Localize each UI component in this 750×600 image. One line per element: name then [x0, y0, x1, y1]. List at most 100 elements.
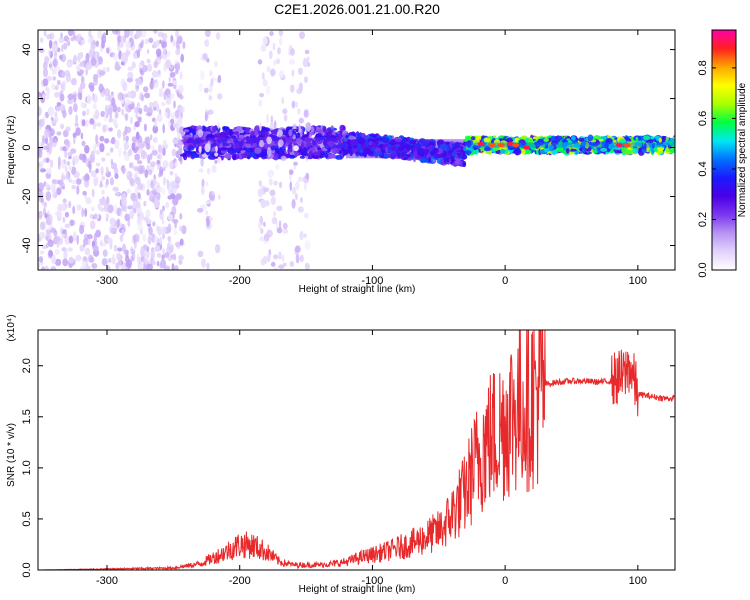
noise-blob: [59, 104, 66, 111]
noise-blob: [114, 173, 119, 180]
noise-blob: [59, 182, 65, 188]
noise-blob: [107, 237, 113, 245]
noise-blob: [202, 53, 208, 60]
noise-blob: [304, 240, 311, 251]
noise-blob: [126, 77, 134, 83]
noise-blob: [53, 59, 57, 65]
noise-blob: [127, 149, 133, 157]
noise-blob: [259, 122, 262, 132]
band-core: [345, 139, 466, 159]
noise-blob: [179, 213, 183, 220]
noise-blob: [38, 256, 43, 263]
noise-blob: [131, 136, 137, 143]
band-blob: [204, 131, 212, 135]
band-blob: [587, 134, 594, 142]
noise-blob: [147, 235, 152, 245]
noise-blob: [164, 112, 168, 117]
noise-blob: [214, 159, 218, 164]
noise-blob: [299, 128, 303, 137]
noise-blob: [278, 251, 282, 260]
band-blob: [219, 143, 223, 148]
noise-blob: [84, 145, 90, 154]
noise-blob: [276, 205, 283, 212]
noise-blob: [267, 169, 274, 178]
noise-blob: [116, 129, 122, 139]
noise-blob: [107, 107, 113, 115]
noise-blob: [57, 203, 63, 213]
noise-blob: [81, 207, 84, 218]
noise-blob: [112, 53, 119, 61]
noise-blob: [39, 160, 44, 167]
y-tick-label: -40: [21, 238, 33, 254]
band-blob: [274, 141, 279, 145]
noise-blob: [80, 75, 85, 84]
band-blob: [578, 138, 586, 142]
band-blob: [254, 147, 262, 154]
noise-blob: [112, 186, 119, 192]
noise-blob: [80, 132, 84, 140]
noise-blob: [92, 245, 99, 252]
noise-blob: [41, 265, 45, 270]
noise-blob: [268, 50, 273, 60]
noise-blob: [95, 134, 99, 144]
noise-blob: [39, 221, 45, 231]
noise-blob: [101, 189, 105, 195]
noise-blob: [75, 178, 82, 185]
noise-blob: [145, 209, 151, 218]
noise-blob: [60, 32, 63, 39]
noise-blob: [205, 210, 208, 216]
band-blob: [643, 143, 647, 150]
band-blob: [464, 135, 471, 141]
noise-blob: [198, 146, 202, 153]
noise-blob: [269, 189, 276, 197]
noise-blob: [162, 80, 165, 89]
noise-blob: [162, 186, 165, 196]
noise-blob: [179, 71, 183, 80]
noise-blob: [59, 226, 63, 234]
noise-blob: [72, 231, 77, 241]
noise-blob: [131, 197, 138, 203]
noise-blob: [178, 254, 184, 261]
band-blob: [308, 150, 313, 158]
noise-blob: [167, 223, 172, 234]
y-tick-label: 0.5: [21, 511, 33, 526]
x-tick-label: -300: [96, 575, 118, 587]
noise-blob: [49, 159, 54, 168]
noise-blob: [259, 139, 264, 148]
band-blob: [420, 141, 429, 147]
noise-blob: [136, 49, 141, 59]
noise-blob: [48, 49, 51, 56]
noise-blob: [85, 197, 92, 205]
noise-blob: [40, 197, 44, 203]
y-tick-label: 2.0: [21, 358, 33, 373]
noise-blob: [263, 221, 266, 227]
noise-blob: [46, 75, 52, 82]
noise-blob: [164, 252, 170, 258]
band-blob: [244, 143, 252, 148]
noise-blob: [267, 253, 271, 263]
noise-blob: [100, 242, 107, 247]
noise-blob: [45, 236, 49, 241]
noise-blob: [148, 37, 154, 43]
x-tick-label: 100: [629, 575, 647, 587]
noise-blob: [171, 148, 176, 157]
noise-blob: [119, 235, 124, 242]
noise-blob: [179, 95, 184, 100]
band-blob: [389, 140, 396, 146]
noise-blob: [182, 41, 186, 49]
noise-blob: [38, 47, 45, 54]
noise-blob: [260, 44, 267, 52]
band-blob: [573, 143, 580, 149]
band-blob: [661, 135, 666, 143]
noise-blob: [64, 149, 68, 159]
band-blob: [472, 145, 478, 151]
band-blob: [315, 133, 323, 138]
noise-blob: [144, 38, 149, 45]
noise-blob: [297, 67, 303, 76]
noise-blob: [161, 32, 168, 41]
noise-blob: [155, 48, 162, 57]
noise-blob: [205, 181, 209, 187]
noise-blob: [88, 49, 94, 58]
band-blob: [451, 143, 456, 148]
noise-blob: [112, 253, 116, 262]
